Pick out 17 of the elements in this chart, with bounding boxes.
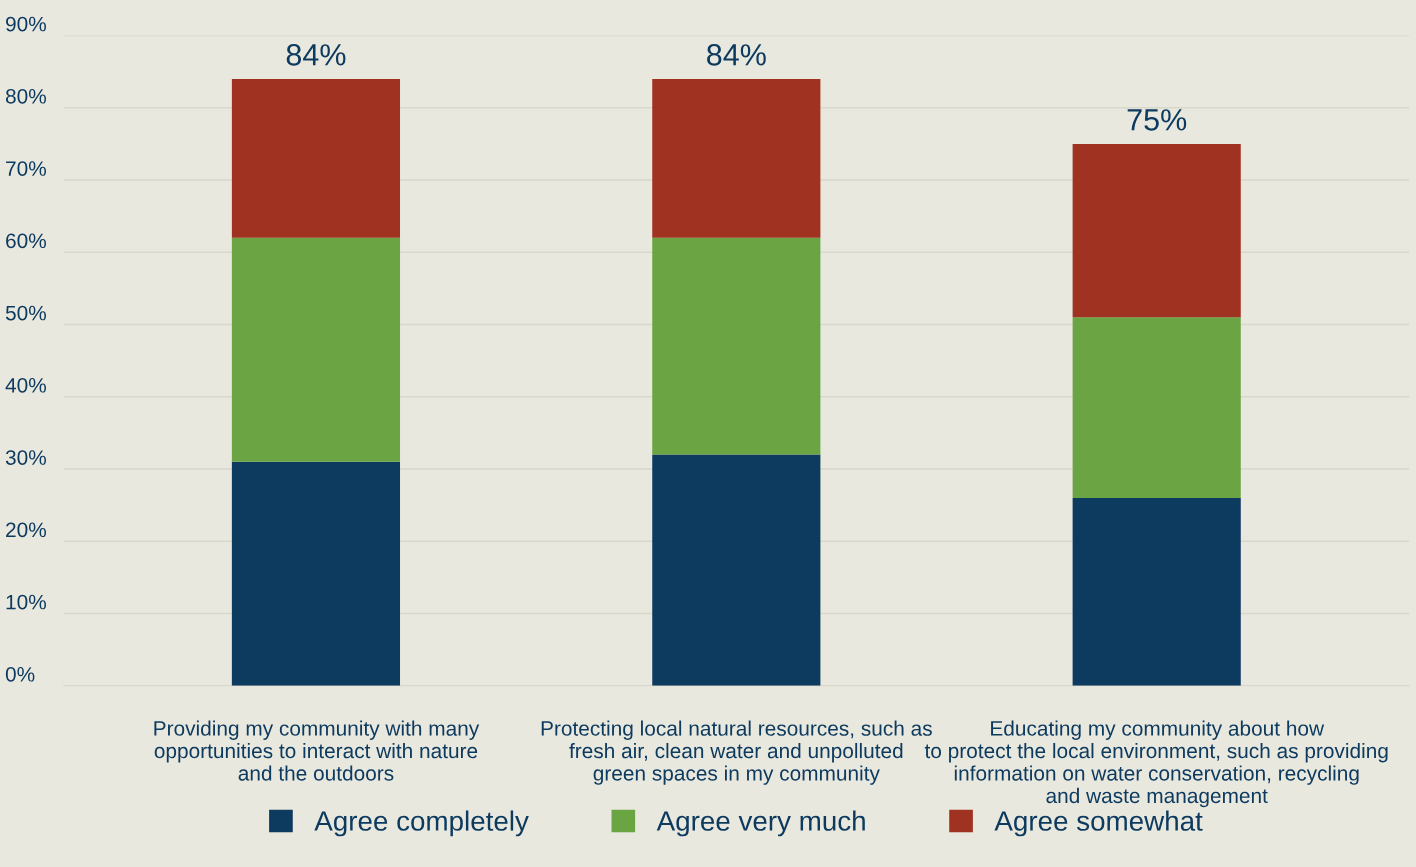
legend-label: Agree completely bbox=[314, 810, 529, 837]
total-label: 84% bbox=[707, 44, 766, 66]
y-tick-label: 70% bbox=[6, 161, 47, 176]
y-tick-label: 90% bbox=[6, 16, 47, 32]
x-tick-label: Providing my community with many opportunities to interact with nature and the outdoors bbox=[154, 720, 480, 781]
y-tick-label: 0% bbox=[5, 666, 35, 682]
y-tick-label: 80% bbox=[5, 88, 47, 104]
total-label: 75% bbox=[1127, 109, 1187, 131]
y-tick-label: 20% bbox=[6, 522, 47, 538]
y-tick-label: 40% bbox=[5, 377, 47, 393]
total-label: 84% bbox=[286, 44, 346, 66]
y-tick-label: 60% bbox=[6, 233, 47, 249]
y-tick-label: 50% bbox=[5, 305, 47, 321]
y-tick-label: 10% bbox=[6, 594, 47, 610]
legend-label: Agree very much bbox=[656, 810, 865, 837]
y-tick-label: 30% bbox=[5, 450, 47, 465]
legend-label: Agree somewhat bbox=[994, 810, 1203, 837]
